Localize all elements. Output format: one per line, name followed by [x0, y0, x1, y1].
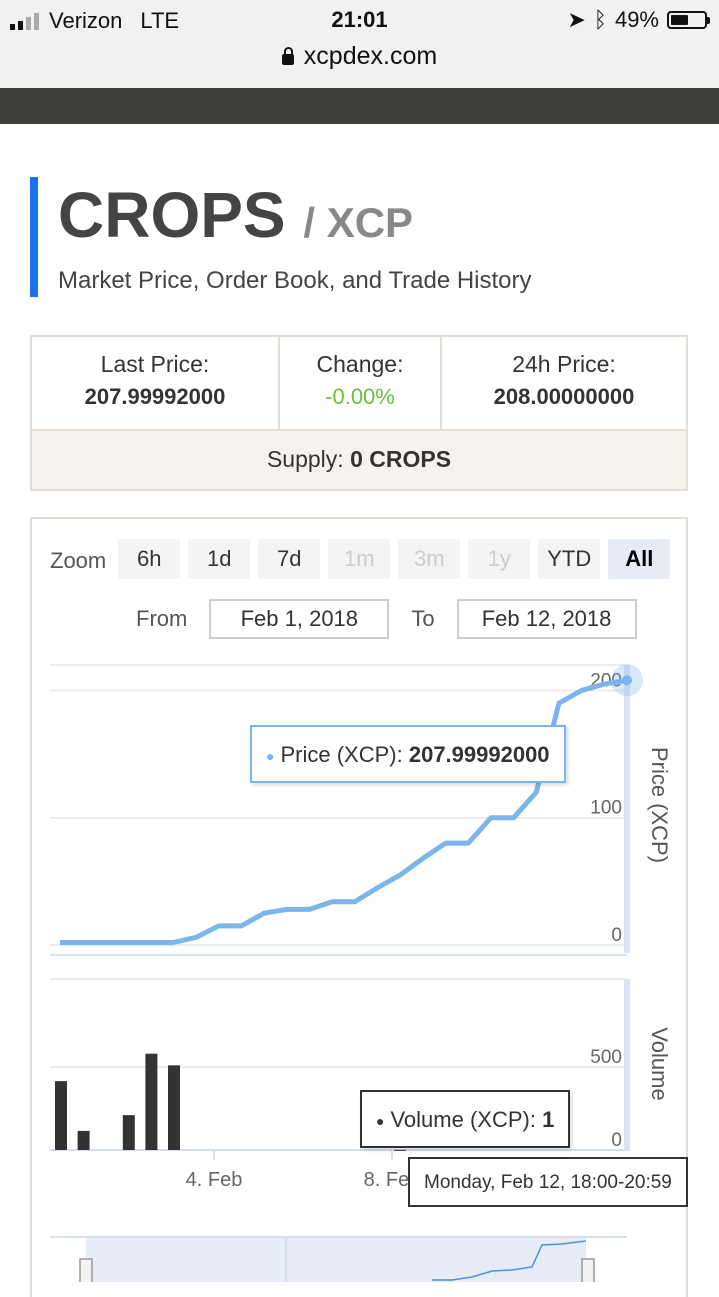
price-series-marker-icon: ● [266, 748, 275, 765]
volume-tooltip-value: 1 [542, 1107, 555, 1132]
price-series-line [60, 677, 628, 945]
change-value: -0.00% [325, 384, 395, 409]
date-range: From Feb 1, 2018 To Feb 12, 2018 [136, 599, 637, 639]
navigator-right-handle [581, 1258, 595, 1282]
price-tooltip: ● Price (XCP): 207.99992000 [250, 725, 566, 783]
volume-y-axis-label: Volume [647, 1027, 672, 1100]
zoom-label: Zoom [50, 548, 107, 573]
volume-tooltip-label: Volume (XCP): [390, 1107, 536, 1132]
carrier-info: Verizon LTE [10, 8, 179, 34]
signal-icon [10, 12, 39, 30]
supply-value: 0 CROPS [350, 446, 452, 472]
status-icons: ➤ ᛒ 49% [567, 7, 710, 33]
supply-row: Supply: 0 CROPS [32, 429, 686, 489]
volume-ytick-label: 500 [590, 1047, 622, 1068]
navigator-selection [86, 1237, 586, 1282]
x-axis-tick-label: 8. Feb [364, 1169, 421, 1191]
high-price-cell: 24h Price: 208.00000000 [442, 337, 686, 429]
quote-asset: / XCP [303, 199, 414, 246]
to-label: To [411, 606, 435, 631]
zoom-ytd-button[interactable]: YTD [538, 539, 601, 579]
page-header: CROPS / XCP Market Price, Order Book, an… [30, 177, 532, 297]
ios-status-bar: Verizon LTE 21:01 ➤ ᛒ 49% xcpdex.com [0, 0, 719, 88]
last-price-label: Last Price: [100, 351, 210, 377]
volume-tooltip: ● Volume (XCP): 1 [360, 1090, 571, 1148]
from-date-input[interactable]: Feb 1, 2018 [209, 599, 390, 639]
zoom-1d-button[interactable]: 1d [188, 539, 251, 579]
to-date-input[interactable]: Feb 12, 2018 [456, 599, 637, 639]
network-type: LTE [140, 8, 180, 33]
lock-icon [281, 47, 294, 65]
supply-label: Supply: [266, 446, 344, 472]
zoom-3m-button: 3m [398, 539, 461, 579]
price-chart-panel: Zoom 6h 1d 7d 1m 3m 1y YTD All From Feb … [30, 517, 688, 1297]
price-tooltip-value: 207.99992000 [408, 742, 550, 767]
from-label: From [136, 606, 188, 631]
zoom-controls: Zoom 6h 1d 7d 1m 3m 1y YTD All [50, 539, 671, 579]
battery-percent: 49% [614, 7, 659, 32]
date-tooltip: Monday, Feb 12, 18:00-20:59 [408, 1157, 688, 1207]
volume-ytick-label: 0 [611, 1130, 622, 1151]
volume-bar [77, 1130, 90, 1150]
market-stats: Last Price: 207.99992000 Change: -0.00% … [30, 335, 688, 491]
zoom-1m-button: 1m [328, 539, 391, 579]
volume-bar [145, 1053, 158, 1150]
battery-icon [667, 11, 710, 29]
price-hover-point [622, 675, 632, 686]
volume-bar [55, 1081, 67, 1150]
volume-crosshair-band [624, 979, 630, 1151]
navigator-series-line [432, 1240, 587, 1281]
asset-name: CROPS [58, 179, 286, 251]
page-subtitle: Market Price, Order Book, and Trade Hist… [58, 267, 532, 294]
clock: 21:01 [331, 7, 388, 32]
site-navbar [0, 88, 719, 124]
navigator-left-handle [79, 1258, 93, 1282]
price-ytick-label: 0 [611, 925, 622, 946]
price-ytick-label: 100 [590, 798, 622, 819]
zoom-1y-button: 1y [468, 539, 531, 579]
change-cell: Change: -0.00% [280, 337, 442, 429]
price-crosshair-band [624, 665, 630, 953]
last-price-cell: Last Price: 207.99992000 [32, 337, 280, 429]
price-tooltip-label: Price (XCP): [280, 742, 403, 767]
high-price-label: 24h Price: [512, 351, 616, 377]
volume-bar [122, 1115, 135, 1150]
carrier-name: Verizon [49, 8, 123, 33]
bluetooth-icon: ᛒ [593, 7, 607, 32]
url-text: xcpdex.com [303, 42, 438, 70]
last-price-value: 207.99992000 [84, 384, 226, 409]
zoom-all-button[interactable]: All [608, 539, 671, 579]
change-label: Change: [316, 351, 404, 377]
high-price-value: 208.00000000 [493, 384, 635, 409]
address-bar[interactable]: xcpdex.com [0, 42, 719, 71]
volume-bar [168, 1065, 180, 1150]
price-y-axis-label: Price (XCP) [647, 747, 672, 863]
zoom-7d-button[interactable]: 7d [258, 539, 321, 579]
page-title: CROPS / XCP [58, 183, 532, 247]
x-axis-tick-label: 4. Feb [186, 1169, 243, 1191]
location-icon: ➤ [567, 7, 586, 32]
volume-series-marker-icon: ● [376, 1113, 385, 1130]
zoom-6h-button[interactable]: 6h [118, 539, 181, 579]
volume-bar [394, 1149, 406, 1151]
